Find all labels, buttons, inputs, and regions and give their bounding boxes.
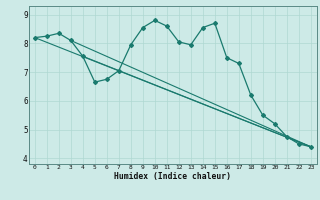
X-axis label: Humidex (Indice chaleur): Humidex (Indice chaleur) xyxy=(114,172,231,181)
